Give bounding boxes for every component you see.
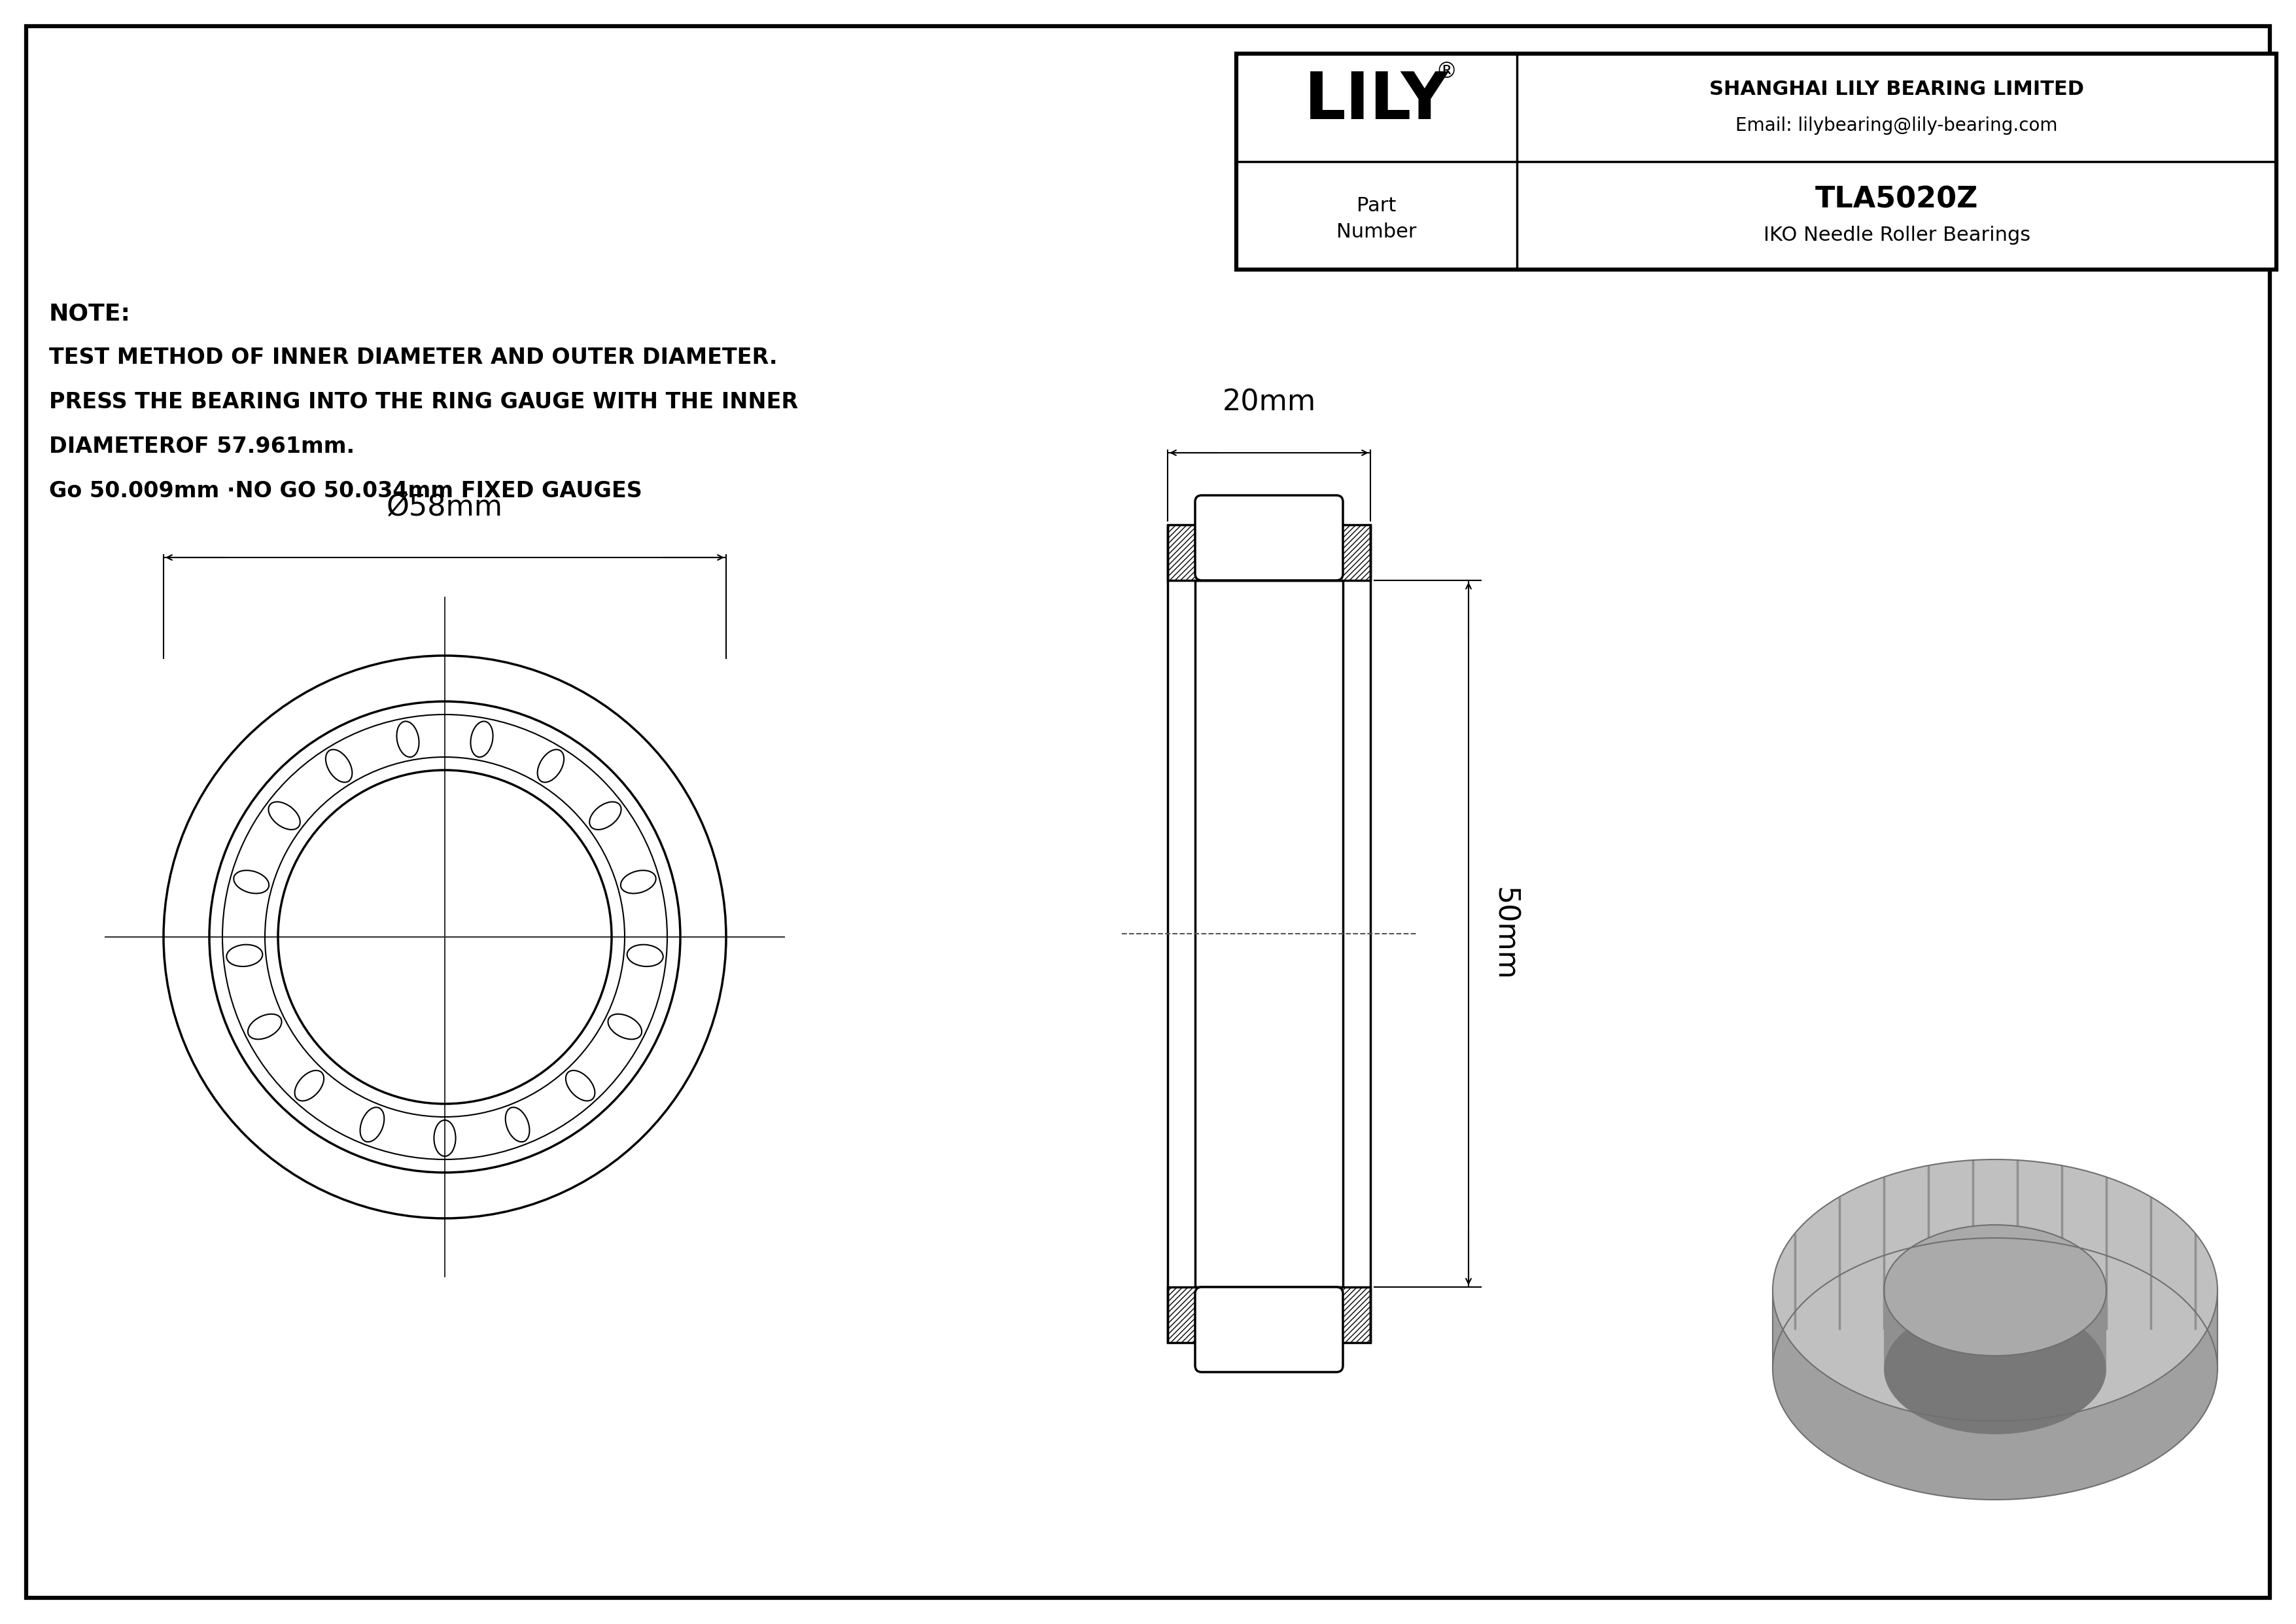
Polygon shape xyxy=(1885,1224,2105,1369)
FancyBboxPatch shape xyxy=(1196,495,1343,580)
Text: Number: Number xyxy=(1336,222,1417,242)
Ellipse shape xyxy=(1773,1160,2218,1421)
Ellipse shape xyxy=(1885,1224,2105,1356)
Text: IKO Needle Roller Bearings: IKO Needle Roller Bearings xyxy=(1763,226,2030,245)
Text: DIAMETEROF 57.961mm.: DIAMETEROF 57.961mm. xyxy=(48,435,354,458)
Text: TLA5020Z: TLA5020Z xyxy=(1816,185,1979,213)
Ellipse shape xyxy=(1885,1304,2105,1434)
Text: NOTE:: NOTE: xyxy=(48,302,131,325)
Text: TEST METHOD OF INNER DIAMETER AND OUTER DIAMETER.: TEST METHOD OF INNER DIAMETER AND OUTER … xyxy=(48,348,778,369)
FancyBboxPatch shape xyxy=(1196,1288,1343,1372)
Ellipse shape xyxy=(1885,1224,2105,1356)
Bar xyxy=(1169,525,1371,580)
Text: Email: lilybearing@lily-bearing.com: Email: lilybearing@lily-bearing.com xyxy=(1736,117,2057,135)
Text: LILY: LILY xyxy=(1304,70,1449,133)
Bar xyxy=(1235,54,2275,270)
Text: ®: ® xyxy=(1435,60,1458,83)
Text: Part: Part xyxy=(1357,197,1396,216)
Bar xyxy=(1169,1288,1371,1343)
Text: Ø58mm: Ø58mm xyxy=(386,494,503,521)
Ellipse shape xyxy=(1773,1237,2218,1499)
Polygon shape xyxy=(1773,1291,2218,1499)
Text: Go 50.009mm ·NO GO 50.034mm FIXED GAUGES: Go 50.009mm ·NO GO 50.034mm FIXED GAUGES xyxy=(48,481,643,502)
Text: 50mm: 50mm xyxy=(1490,887,1518,981)
Text: PRESS THE BEARING INTO THE RING GAUGE WITH THE INNER: PRESS THE BEARING INTO THE RING GAUGE WI… xyxy=(48,391,799,412)
Text: SHANGHAI LILY BEARING LIMITED: SHANGHAI LILY BEARING LIMITED xyxy=(1708,80,2085,99)
Text: 20mm: 20mm xyxy=(1221,388,1316,417)
